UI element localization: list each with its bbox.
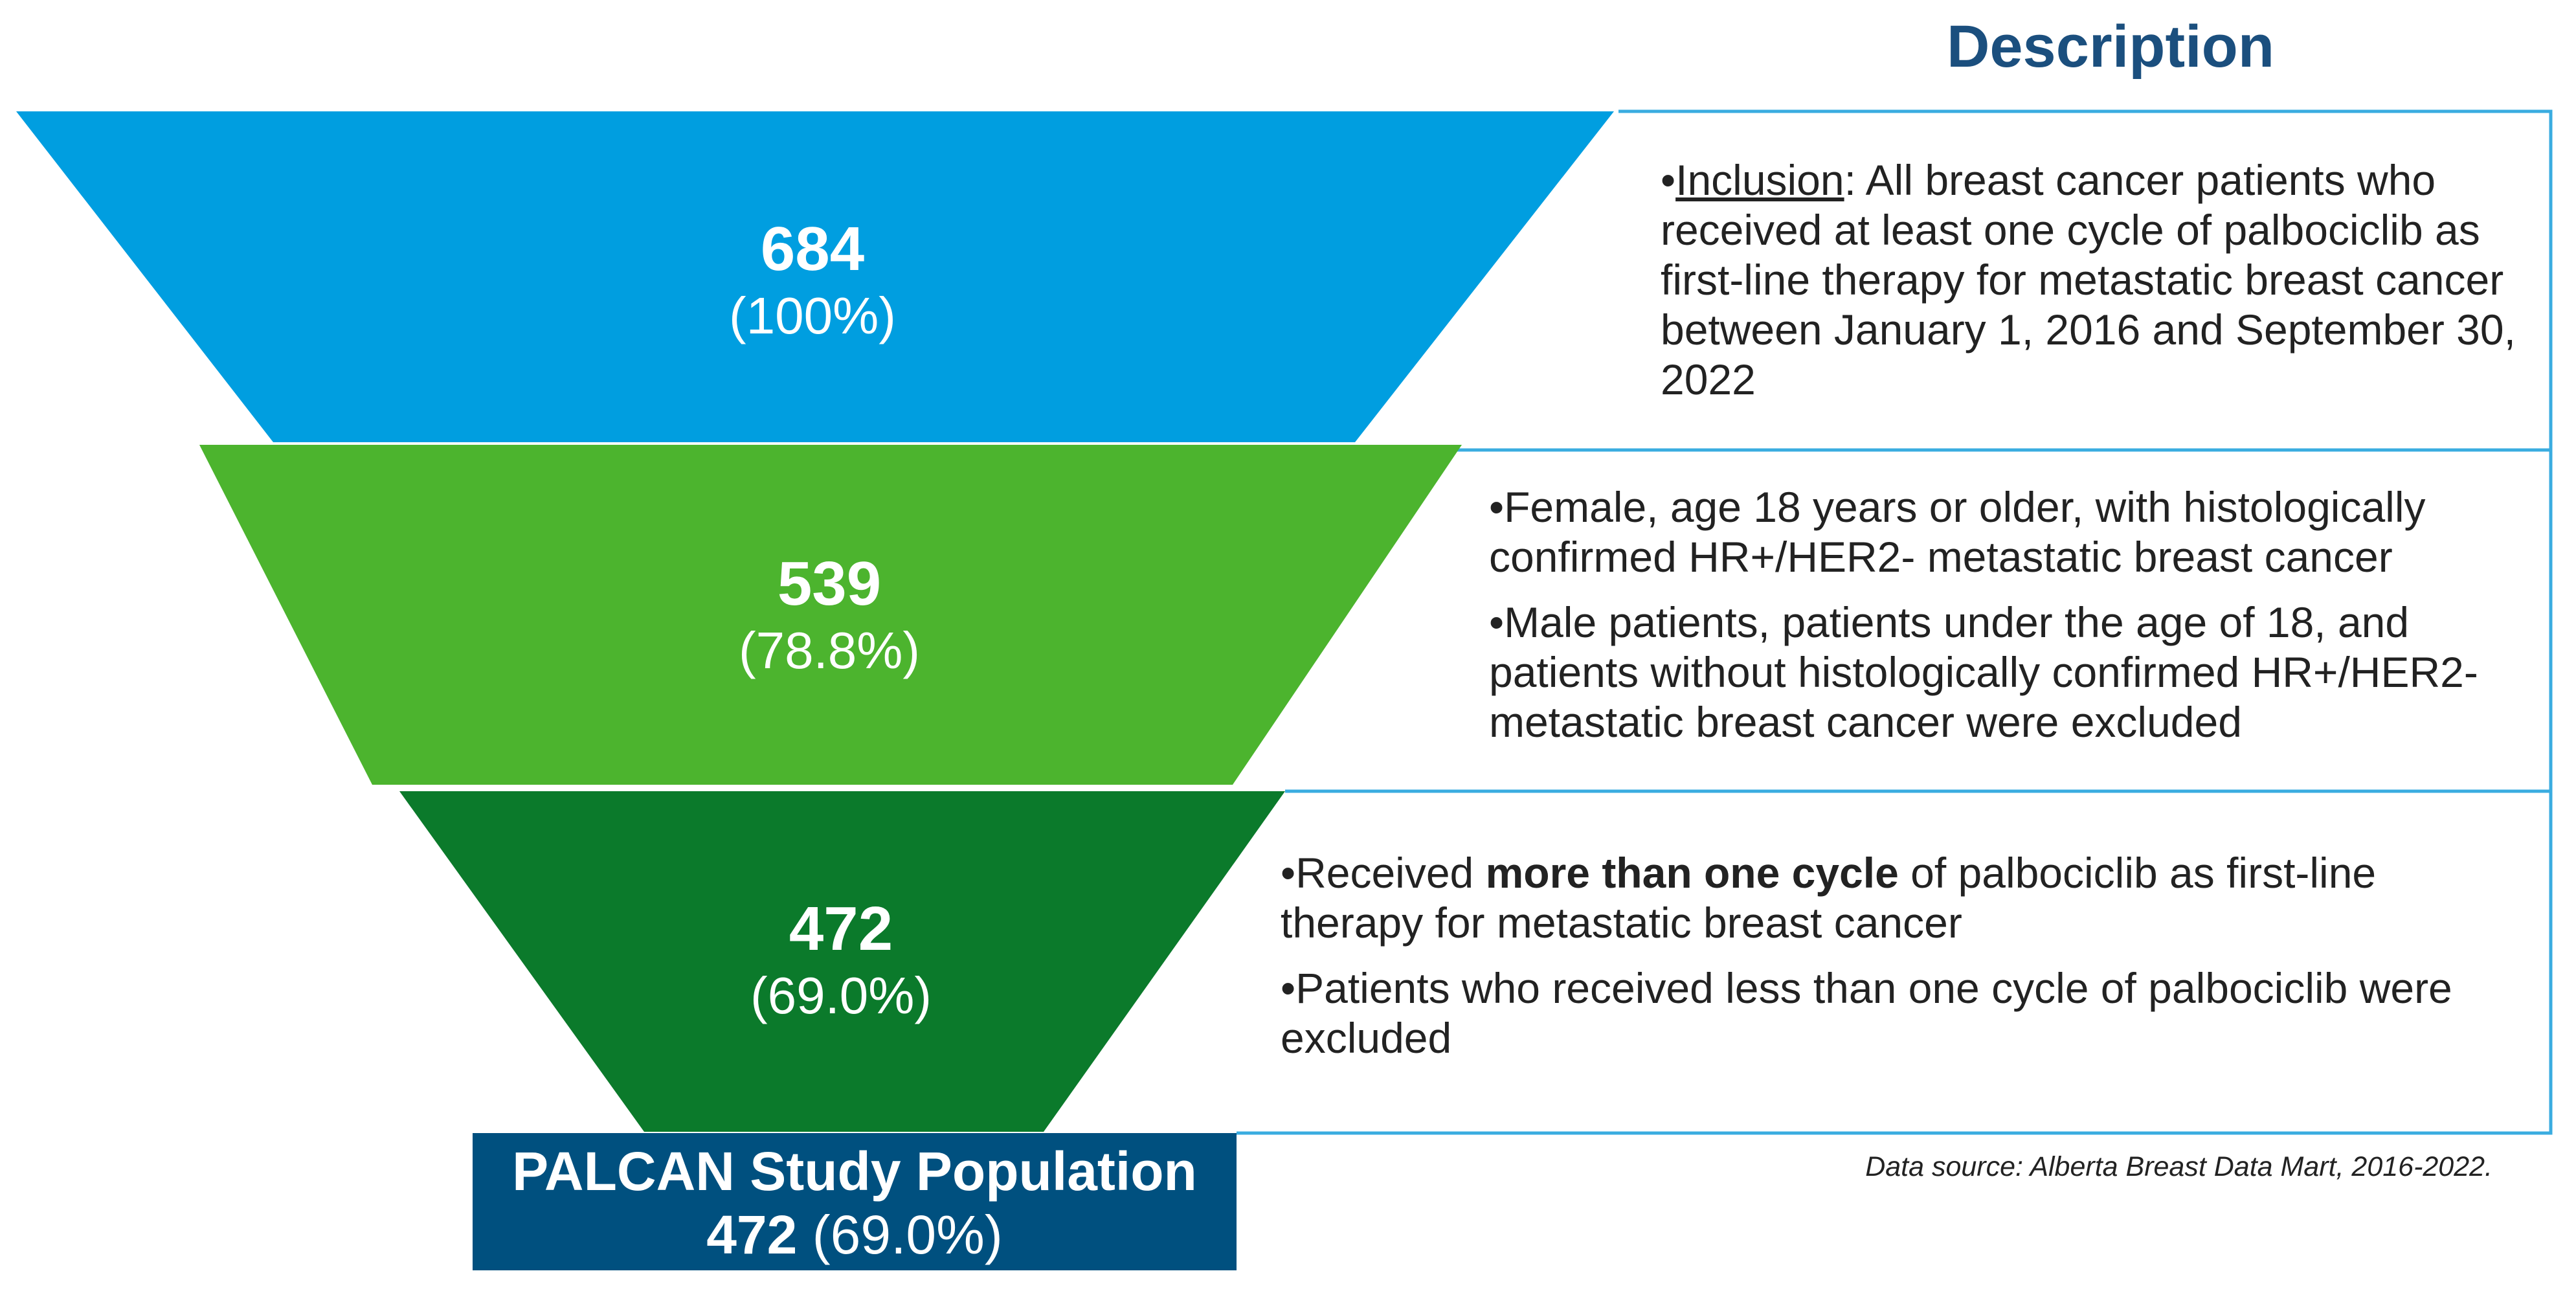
stage-2-exclusion-text: •Male patients, patients under the age o… <box>1489 598 2478 746</box>
study-population-box: PALCAN Study Population 472 (69.0%) <box>473 1133 1237 1270</box>
funnel-stage-1-label: 684 (100%) <box>586 214 1039 347</box>
funnel-stage-2-shape <box>199 445 1462 785</box>
data-source-note: Data source: Alberta Breast Data Mart, 2… <box>1865 1151 2492 1182</box>
stage-1-description: •Inclusion: All breast cancer patients w… <box>1661 155 2535 405</box>
stage-1-count: 684 <box>760 214 865 284</box>
stage-1-percent: (100%) <box>729 287 896 344</box>
stage-3-suffix: of palbociclib as first-line therapy for… <box>1281 849 2377 947</box>
study-population-count: 472 <box>706 1204 798 1265</box>
stage-3-bold-text: more than one cycle <box>1485 849 1899 897</box>
stage-3-prefix: •Received <box>1281 849 1486 897</box>
funnel-stage-1-shape <box>16 111 1614 442</box>
stage-1-description-text: : All breast cancer patients who receive… <box>1661 156 2516 403</box>
stage-1-bullet: • <box>1661 156 1676 204</box>
stage-2-inclusion-text: •Female, age 18 years or older, with his… <box>1489 483 2426 581</box>
stage-3-description: •Received more than one cycle of palboci… <box>1281 848 2517 1063</box>
stage-2-count: 539 <box>777 549 882 618</box>
funnel-stage-2-label: 539 (78.8%) <box>603 548 1056 682</box>
study-population-title: PALCAN Study Population <box>512 1141 1197 1202</box>
study-population-percent: (69.0%) <box>797 1204 1003 1265</box>
description-title: Description <box>1946 14 2275 80</box>
stage-2-description: •Female, age 18 years or older, with his… <box>1489 482 2518 747</box>
stage-3-percent: (69.0%) <box>750 967 932 1024</box>
stage-2-percent: (78.8%) <box>738 622 921 679</box>
description-box-3 <box>1237 789 2553 1135</box>
inclusion-label: Inclusion <box>1675 156 1844 204</box>
stage-3-count: 472 <box>789 894 893 963</box>
funnel-stage-3-shape <box>399 791 1285 1132</box>
funnel-stage-3-label: 472 (69.0%) <box>614 894 1068 1027</box>
stage-3-exclusion-text: •Patients who received less than one cyc… <box>1281 964 2452 1062</box>
